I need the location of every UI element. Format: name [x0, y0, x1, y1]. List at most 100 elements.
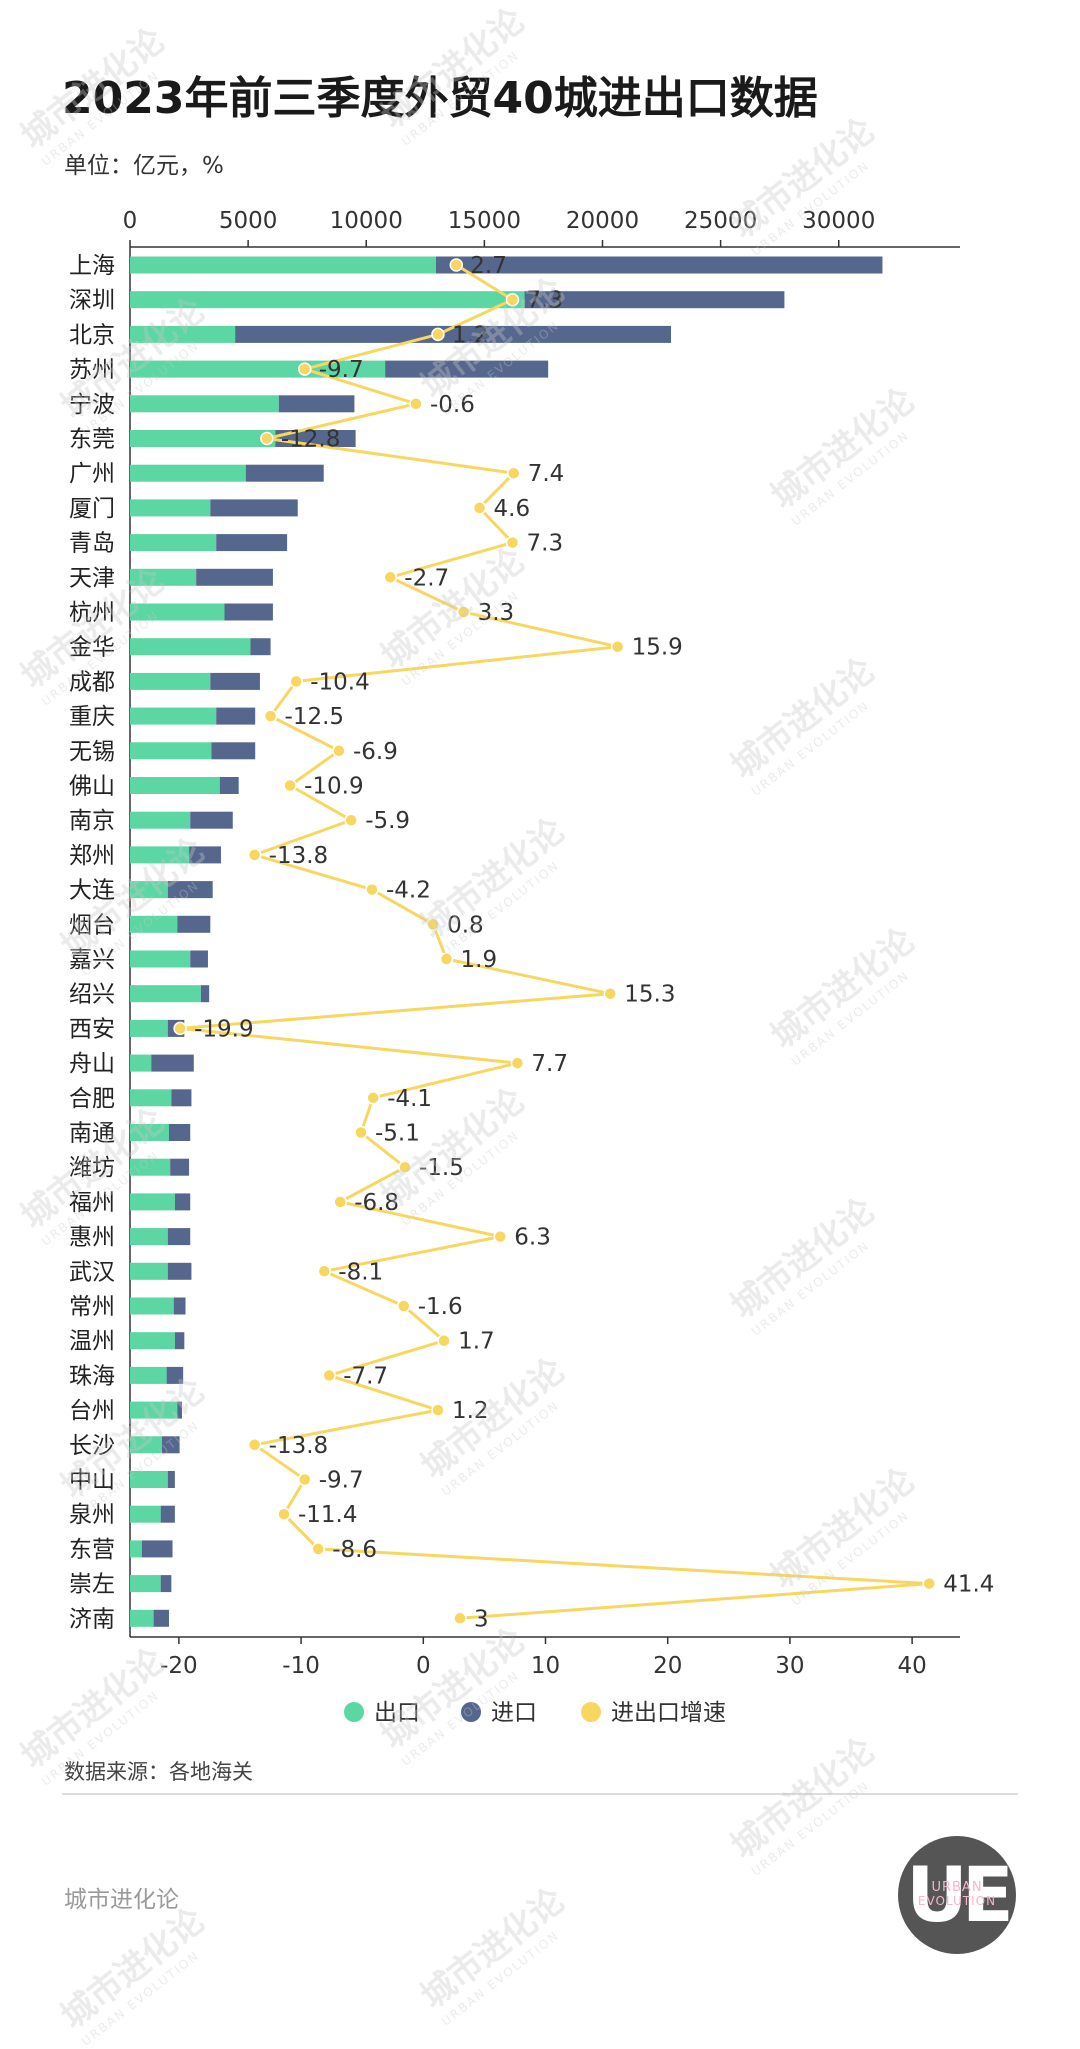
category-label: 嘉兴 — [69, 947, 115, 973]
category-label: 佛山 — [69, 774, 115, 800]
category-label: 厦门 — [69, 496, 115, 522]
export-bar — [130, 985, 201, 1003]
import-bar — [170, 1158, 190, 1176]
category-label: 南通 — [69, 1121, 115, 1147]
growth-point — [317, 1264, 332, 1279]
category-label: 东莞 — [69, 427, 115, 453]
growth-point — [332, 744, 346, 758]
growth-value-label: -2.7 — [404, 565, 449, 591]
growth-point — [437, 1333, 451, 1348]
growth-point — [354, 1125, 368, 1140]
category-label: 泉州 — [69, 1502, 115, 1528]
growth-value-label: -19.9 — [194, 1016, 254, 1042]
category-label: 大连 — [69, 878, 115, 904]
growth-point — [344, 813, 358, 827]
growth-point — [311, 1542, 325, 1556]
growth-point — [277, 1507, 291, 1521]
growth-value-label: -5.1 — [375, 1121, 420, 1147]
import-bar — [173, 1297, 186, 1315]
category-label: 常州 — [69, 1294, 115, 1320]
growth-point — [456, 605, 471, 619]
export-bar — [130, 1401, 178, 1419]
export-bar — [130, 1019, 168, 1037]
top-axis-tick-label: 15000 — [448, 208, 521, 234]
bottom-axis-tick-label: 40 — [897, 1653, 926, 1679]
export-bar — [130, 1575, 161, 1593]
category-label: 上海 — [69, 253, 115, 279]
export-bar — [130, 499, 211, 517]
growth-point — [333, 1195, 347, 1209]
growth-point — [398, 1160, 412, 1174]
import-bar — [141, 1540, 173, 1558]
category-label: 成都 — [69, 669, 115, 695]
export-bar — [130, 1054, 152, 1072]
growth-point — [453, 1611, 467, 1626]
growth-point — [396, 1299, 411, 1313]
growth-value-label: -13.8 — [269, 843, 329, 869]
growth-point — [439, 952, 454, 966]
growth-value-label: 2.7 — [470, 253, 507, 279]
import-bar — [216, 534, 288, 552]
growth-point — [922, 1576, 936, 1591]
watermark-subtext: URBAN EVOLUTION — [438, 1928, 563, 2029]
import-bar — [171, 1089, 192, 1107]
watermark: 城市进化论 URBAN EVOLUTION — [719, 1724, 892, 1879]
export-bar — [130, 1540, 142, 1558]
growth-value-label: 1.2 — [452, 1398, 489, 1424]
growth-value-label: 6.3 — [514, 1225, 551, 1251]
growth-point — [298, 362, 312, 376]
stacked-bar-line-chart: 0 5000 10000 15000 20000 25000 30000 上海深圳北京苏州宁波… — [69, 208, 994, 1726]
growth-value-label: -1.6 — [418, 1294, 463, 1320]
category-label: 温州 — [69, 1329, 115, 1355]
import-bar — [245, 464, 324, 482]
legend-marker — [581, 1702, 601, 1722]
growth-value-label: 41.4 — [943, 1572, 994, 1598]
import-bar — [435, 256, 883, 274]
category-label: 无锡 — [69, 739, 115, 765]
growth-value-label: -4.1 — [387, 1086, 432, 1112]
growth-point — [383, 570, 398, 585]
import-bar — [196, 568, 273, 586]
legend-label: 进口 — [491, 1700, 537, 1726]
import-bar — [200, 985, 210, 1003]
bottom-axis-tick-label: 30 — [775, 1653, 804, 1679]
growth-point — [289, 674, 303, 689]
import-bar — [190, 811, 233, 829]
legend-marker — [461, 1702, 481, 1722]
export-bar — [130, 846, 190, 864]
growth-value-label: 4.6 — [494, 496, 531, 522]
growth-point — [298, 1472, 312, 1487]
import-bar — [174, 1193, 191, 1211]
growth-value-label: -5.9 — [365, 808, 410, 834]
category-label: 南京 — [69, 808, 115, 834]
category-label: 崇左 — [69, 1572, 115, 1598]
growth-value-label: -1.5 — [419, 1155, 464, 1181]
growth-point — [505, 292, 520, 307]
growth-value-label: -9.7 — [319, 1468, 364, 1494]
import-bar — [177, 915, 211, 933]
category-label: 深圳 — [69, 288, 115, 314]
growth-value-label: -6.8 — [354, 1190, 399, 1216]
growth-value-label: -10.4 — [310, 669, 370, 695]
top-axis-tick-label: 0 — [123, 208, 138, 234]
brand-name: 城市进化论 — [64, 1887, 179, 1913]
import-bar — [166, 1366, 184, 1384]
category-label: 天津 — [69, 565, 115, 591]
top-axis-tick-label: 20000 — [566, 208, 639, 234]
data-source: 数据来源：各地海关 — [64, 1760, 253, 1784]
import-bar — [189, 846, 221, 864]
export-bar — [130, 291, 525, 309]
growth-value-label: -12.8 — [281, 427, 341, 453]
export-bar — [130, 1332, 175, 1350]
export-bar — [130, 464, 246, 482]
import-bar — [524, 291, 785, 309]
import-bar — [153, 1609, 169, 1627]
import-bar — [385, 360, 549, 378]
growth-value-label: 1.9 — [461, 947, 498, 973]
export-bar — [130, 1193, 175, 1211]
top-axis-tick-label: 10000 — [330, 208, 403, 234]
watermark-subtext: URBAN EVOLUTION — [78, 1948, 203, 2049]
growth-value-label: 7.4 — [528, 461, 565, 487]
bottom-axis-tick-label: 0 — [416, 1653, 431, 1679]
growth-value-label: -7.7 — [343, 1363, 388, 1389]
